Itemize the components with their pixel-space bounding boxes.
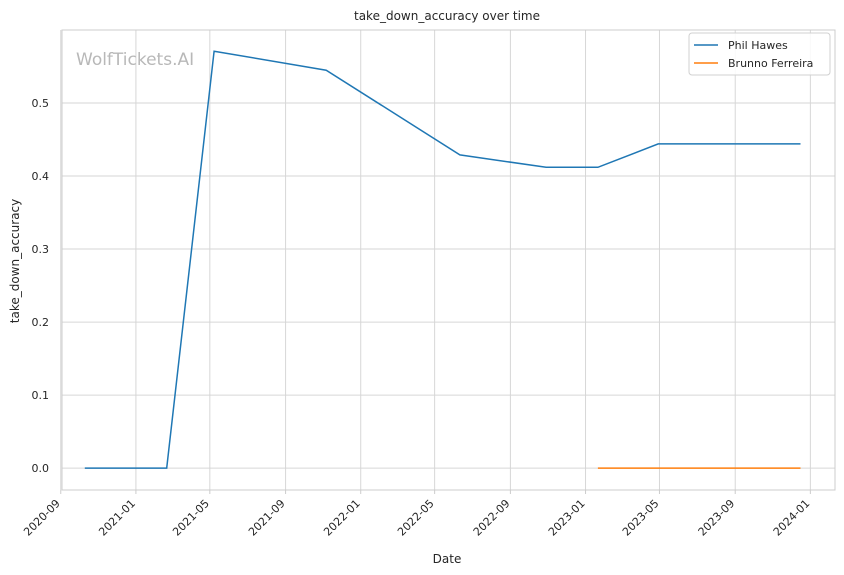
legend-label: Brunno Ferreira: [728, 57, 813, 70]
grid: [60, 30, 835, 490]
x-axis-label: Date: [433, 552, 462, 566]
y-tick-labels: 0.0 0.1 0.2 0.3 0.4 0.5: [32, 97, 50, 475]
y-tick-label: 0.4: [32, 170, 50, 183]
y-axis-label: take_down_accuracy: [8, 199, 22, 323]
legend-label: Phil Hawes: [728, 39, 788, 52]
y-tick-label: 0.2: [32, 316, 50, 329]
y-tick-label: 0.3: [32, 243, 50, 256]
series-line-phil-hawes: [84, 50, 801, 469]
watermark: WolfTickets.AI: [76, 50, 194, 70]
y-tick-label: 0.5: [32, 97, 50, 110]
chart-title: take_down_accuracy over time: [354, 9, 540, 23]
series-lines: [84, 50, 801, 469]
y-tick-label: 0.1: [32, 389, 50, 402]
legend-box: [688, 32, 831, 76]
y-tick-label: 0.0: [32, 462, 50, 475]
plot-frame: [61, 29, 836, 491]
legend: Phil Hawes Brunno Ferreira: [688, 32, 831, 76]
